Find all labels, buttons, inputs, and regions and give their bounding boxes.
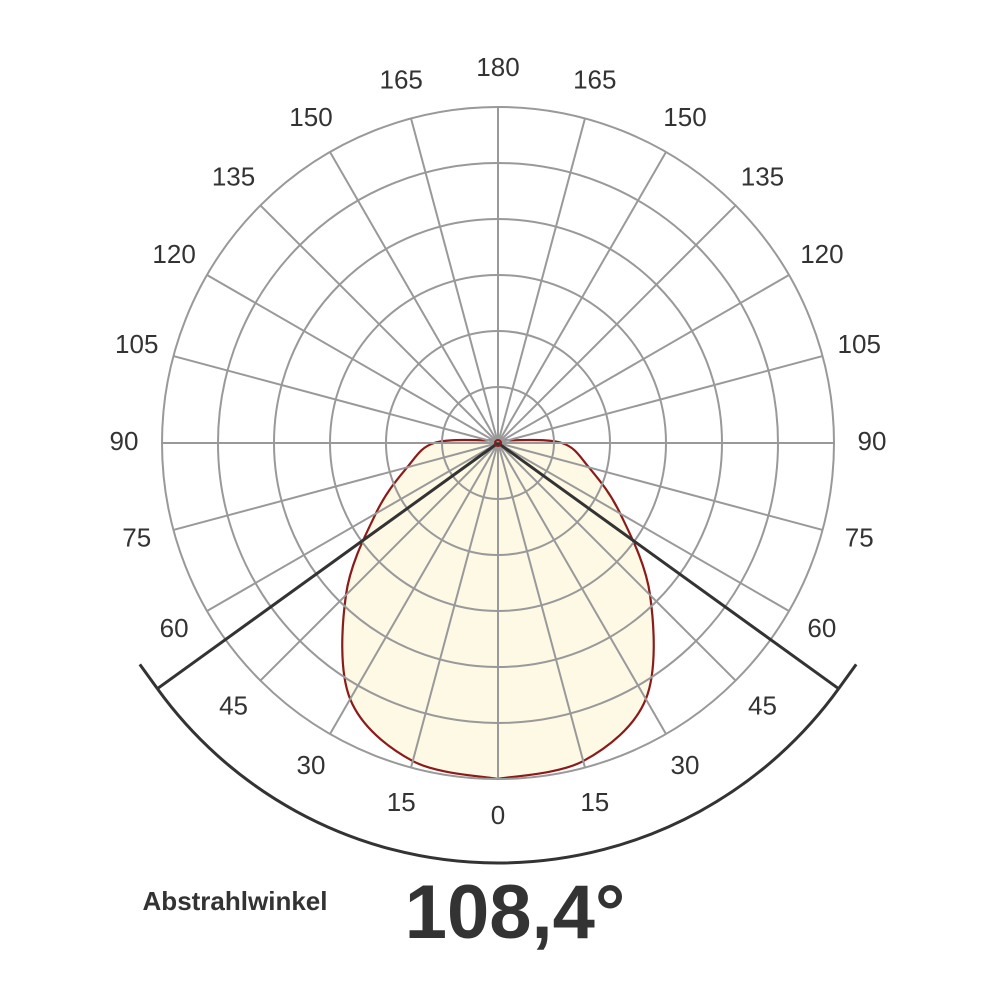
beam-stub <box>837 663 858 690</box>
beam-line <box>497 441 840 690</box>
angle-label: 135 <box>741 161 784 191</box>
angle-label: 0 <box>491 800 505 830</box>
grid-line <box>497 442 823 531</box>
grid-line <box>329 442 499 735</box>
angle-label: 90 <box>858 426 887 456</box>
angle-label: 60 <box>160 613 189 643</box>
angle-label: 165 <box>380 65 423 95</box>
angle-label: 165 <box>573 65 616 95</box>
grid-line <box>497 355 823 444</box>
angle-label: 135 <box>212 161 255 191</box>
angle-label: 30 <box>671 750 700 780</box>
grid-line <box>259 442 499 682</box>
angle-label: 105 <box>838 329 881 359</box>
beam-arc <box>156 687 840 865</box>
angle-label: 150 <box>289 102 332 132</box>
grid-line <box>497 442 667 735</box>
center-point <box>494 439 502 447</box>
grid-line <box>497 274 790 444</box>
grid-line <box>206 274 499 444</box>
grid-line <box>497 118 586 444</box>
grid-line <box>173 355 499 444</box>
beam-stub <box>138 663 159 690</box>
angle-label: 15 <box>387 787 416 817</box>
grid-line <box>497 442 586 768</box>
beam-line <box>156 441 499 690</box>
angle-label: 120 <box>152 239 195 269</box>
angle-label: 45 <box>219 690 248 720</box>
grid-line <box>259 204 499 444</box>
angle-label: 75 <box>845 523 874 553</box>
angle-label: 60 <box>807 613 836 643</box>
beam-value: 108,4° <box>405 870 626 955</box>
grid-line <box>206 442 499 612</box>
beam-name: Abstrahlwinkel <box>143 886 328 916</box>
angle-label: 180 <box>476 52 519 82</box>
angle-label: 75 <box>122 523 151 553</box>
grid-line <box>497 442 737 682</box>
angle-label: 45 <box>748 690 777 720</box>
angle-label: 120 <box>800 239 843 269</box>
grid-line <box>410 118 499 444</box>
grid-line <box>329 151 499 444</box>
angle-label: 90 <box>110 426 139 456</box>
angle-label: 150 <box>663 102 706 132</box>
angle-label: 105 <box>115 329 158 359</box>
grid-line <box>497 204 737 444</box>
angle-label: 30 <box>297 750 326 780</box>
grid-line <box>410 442 499 768</box>
angle-label: 15 <box>580 787 609 817</box>
grid-line <box>497 442 790 612</box>
grid-line <box>497 151 667 444</box>
grid-line <box>173 442 499 531</box>
